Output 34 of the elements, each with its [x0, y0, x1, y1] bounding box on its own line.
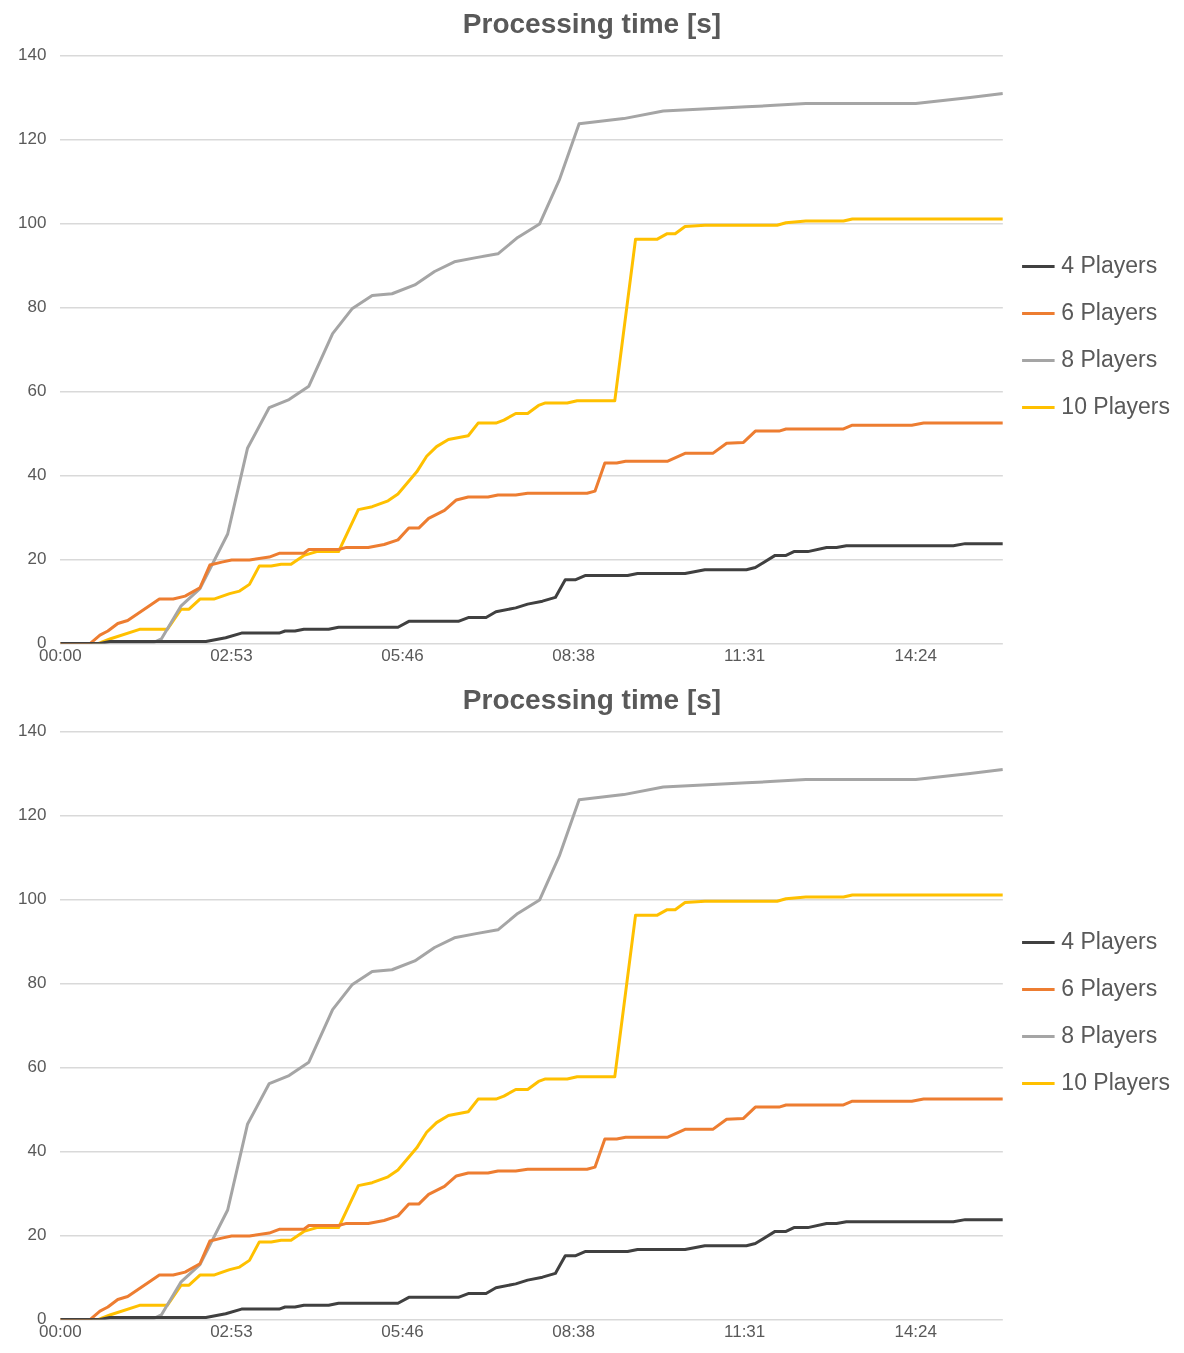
y-tick-label: 20: [27, 1225, 47, 1245]
y-tick-label: 60: [27, 1057, 47, 1077]
y-tick-label: 80: [27, 297, 47, 317]
x-tick-label: 02:53: [210, 1322, 253, 1342]
x-tick-label: 08:38: [552, 646, 595, 666]
y-tick-label: 140: [17, 721, 47, 741]
x-tick-label: 05:46: [381, 1322, 424, 1342]
legend-label: 10 Players: [1061, 392, 1171, 419]
legend-label: 6 Players: [1061, 974, 1158, 1001]
x-tick-label: 11:31: [724, 646, 766, 666]
y-tick-label: 120: [17, 805, 47, 825]
x-tick-label: 14:24: [894, 646, 937, 666]
y-tick-label: 100: [17, 213, 47, 233]
x-tick-label: 08:38: [552, 1322, 595, 1342]
y-tick-label: 40: [27, 465, 47, 485]
legend-label: 6 Players: [1061, 298, 1158, 325]
legend-label: 10 Players: [1061, 1068, 1171, 1095]
y-tick-label: 40: [27, 1141, 47, 1161]
x-tick-label: 11:31: [724, 1322, 766, 1342]
x-tick-label: 14:24: [894, 1322, 937, 1342]
legend-label: 4 Players: [1061, 927, 1158, 954]
chart-title: Processing time [s]: [462, 7, 722, 39]
y-tick-label: 80: [27, 973, 47, 993]
legend-label: 4 Players: [1061, 251, 1158, 278]
y-tick-label: 140: [17, 45, 47, 65]
x-tick-label: 05:46: [381, 646, 424, 666]
legend-label: 8 Players: [1061, 1021, 1158, 1048]
y-tick-label: 20: [27, 549, 47, 569]
y-tick-label: 60: [27, 381, 47, 401]
legend-label: 8 Players: [1061, 345, 1158, 372]
chart-title: Processing time [s]: [462, 683, 722, 715]
y-tick-label: 120: [17, 129, 47, 149]
y-tick-label: 100: [17, 889, 47, 909]
x-tick-label: 02:53: [210, 646, 253, 666]
